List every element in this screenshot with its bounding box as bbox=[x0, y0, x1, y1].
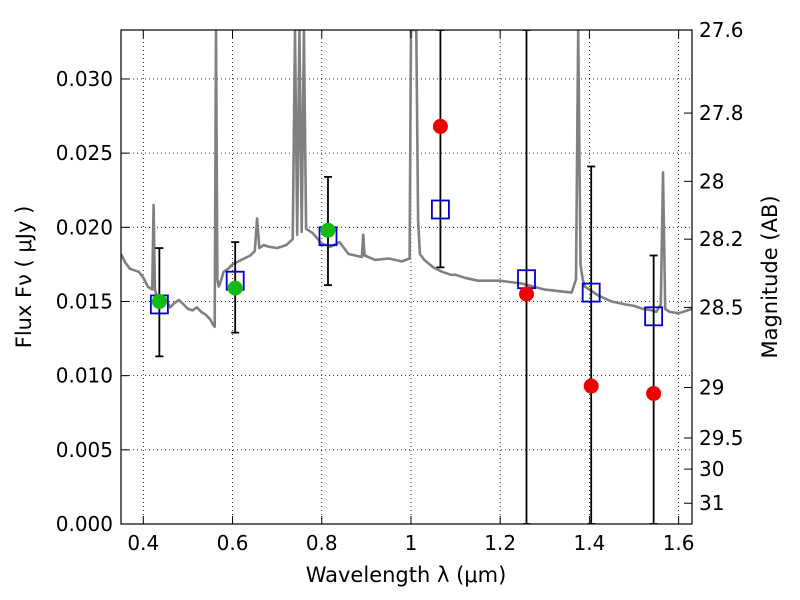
y2-tick-label: 28.5 bbox=[699, 295, 744, 319]
x-tick-label: 1.4 bbox=[573, 531, 605, 555]
x-tick-label: 1.6 bbox=[663, 531, 695, 555]
spectrum-layer bbox=[121, 30, 692, 328]
y-tick-label: 0.025 bbox=[56, 141, 113, 165]
detection-point bbox=[227, 280, 243, 296]
y-tick-label: 0.000 bbox=[56, 512, 113, 536]
y-axis-label: Flux Fν ( μJy ) bbox=[12, 206, 36, 349]
x-tick-label: 1.2 bbox=[484, 531, 516, 555]
y2-tick-label: 31 bbox=[699, 491, 724, 515]
detection-layer bbox=[151, 222, 336, 309]
y2-tick-label: 27.6 bbox=[699, 18, 744, 42]
y2-tick-label: 29 bbox=[699, 376, 724, 400]
y2-axis-label: Magnitude (AB) bbox=[758, 195, 782, 358]
spectrum-line bbox=[121, 30, 692, 328]
detection-point bbox=[151, 293, 167, 309]
y2-axis: 27.6 27.8 28 28.2 28.5 29 29.5 30 31 bbox=[684, 18, 744, 515]
x-tick-label: 0.8 bbox=[306, 531, 338, 555]
y-tick-label: 0.030 bbox=[56, 67, 113, 91]
upper-limit-point bbox=[583, 378, 599, 394]
y-tick-label: 0.020 bbox=[56, 215, 113, 239]
upper-limit-point bbox=[518, 286, 534, 302]
grid bbox=[121, 30, 692, 525]
upper-limit-point bbox=[432, 118, 448, 134]
y2-tick-label: 28.2 bbox=[699, 227, 744, 251]
upper-limit-point bbox=[646, 385, 662, 401]
y-axis: 0.000 0.005 0.010 0.015 0.020 0.025 0.030 bbox=[56, 67, 129, 536]
y-tick-label: 0.015 bbox=[56, 289, 113, 313]
x-axis-label: Wavelength λ (μm) bbox=[306, 563, 507, 587]
model-square bbox=[644, 306, 664, 327]
upper-limit-layer bbox=[432, 118, 662, 401]
y2-tick-label: 27.8 bbox=[699, 101, 744, 125]
model-square bbox=[431, 199, 450, 220]
detection-point bbox=[320, 222, 336, 238]
y-tick-label: 0.010 bbox=[56, 364, 113, 388]
y2-tick-label: 30 bbox=[699, 457, 724, 481]
model-square bbox=[581, 282, 601, 303]
y2-tick-label: 29.5 bbox=[699, 426, 744, 450]
y2-tick-label: 28 bbox=[699, 169, 724, 193]
model-layer bbox=[149, 199, 664, 327]
y-tick-label: 0.005 bbox=[56, 438, 113, 462]
x-tick-label: 0.4 bbox=[127, 531, 159, 555]
x-axis: 0.4 0.6 0.8 1 1.2 1.4 1.6 bbox=[127, 30, 695, 555]
x-tick-label: 0.6 bbox=[217, 531, 249, 555]
errorbar-layer bbox=[155, 30, 658, 524]
x-tick-label: 1 bbox=[405, 531, 418, 555]
plot-frame bbox=[120, 29, 693, 525]
